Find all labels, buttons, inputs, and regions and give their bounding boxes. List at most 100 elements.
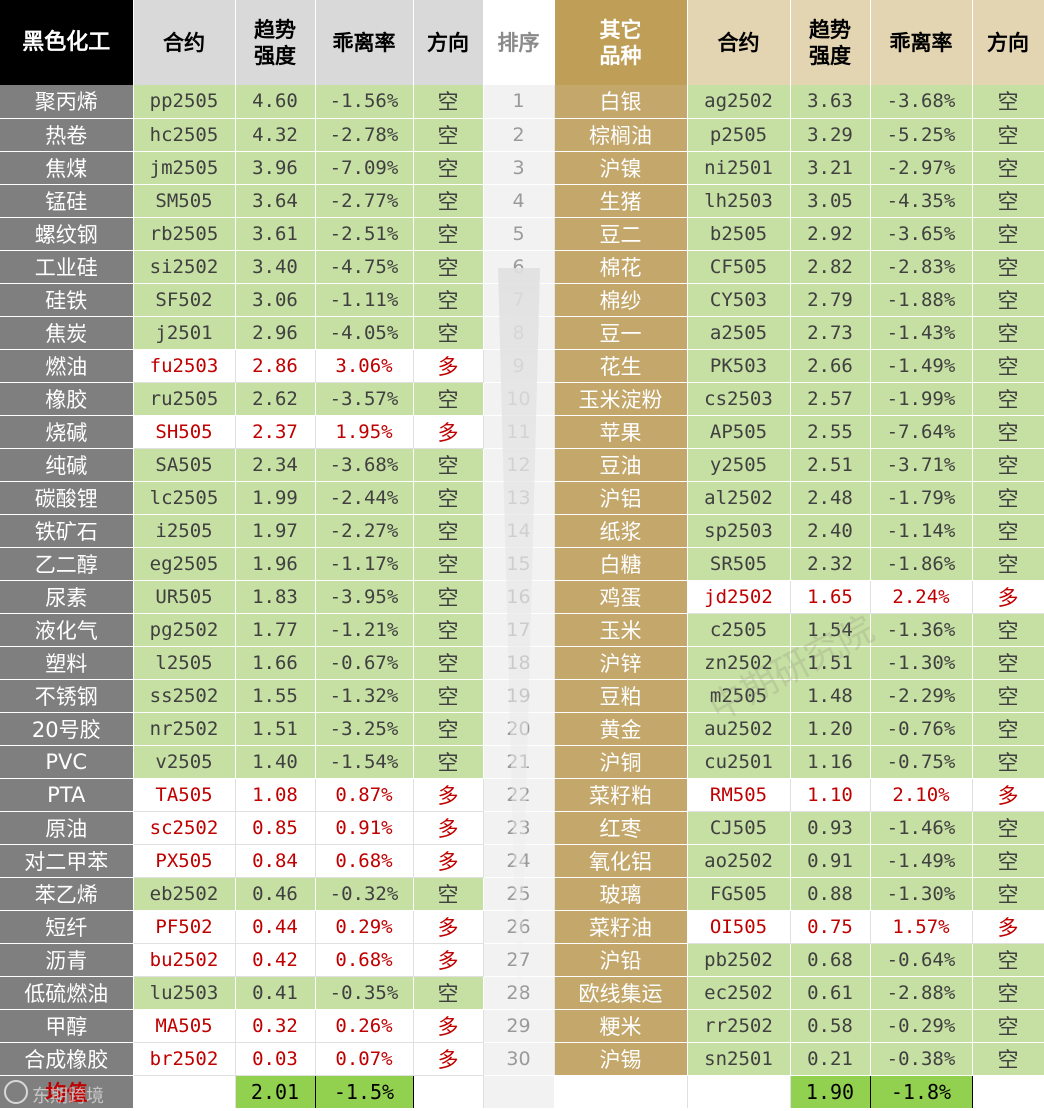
right-product-name: 氧化铝	[554, 844, 688, 878]
average-right-deviation: -1.8%	[869, 1074, 973, 1108]
right-product-name: 菜籽粕	[554, 778, 688, 812]
right-direction: 空	[972, 811, 1044, 845]
right-direction: 空	[972, 1009, 1044, 1043]
right-direction: 空	[972, 283, 1044, 317]
table-row: 热卷 hc2505 4.32 -2.78% 空 2 棕榈油 p2505 3.29 -5.25% 空	[0, 118, 1044, 152]
table-row: 燃油 fu2503 2.86 3.06% 多 9 花生 PK503 2.66 -1.49% 空	[0, 349, 1044, 383]
right-product-name: 鸡蛋	[554, 580, 688, 614]
left-contract: lu2503	[133, 976, 236, 1010]
rank-number: 5	[483, 217, 555, 251]
table-row: PTA TA505 1.08 0.87% 多 22 菜籽粕 RM505 1.10 2.10% 多	[0, 778, 1044, 812]
header-deviation-right: 乖离率	[870, 0, 973, 85]
left-contract: i2505	[133, 514, 236, 548]
left-product-name: 原油	[0, 811, 134, 845]
right-product-name: 黄金	[554, 712, 688, 746]
right-product-name: 玻璃	[554, 877, 688, 911]
right-deviation: 1.57%	[870, 910, 973, 944]
table-row: 橡胶 ru2505 2.62 -3.57% 空 10 玉米淀粉 cs2503 2.57 -1.99…	[0, 382, 1044, 416]
right-product-name: 苹果	[554, 415, 688, 449]
left-product-name: 沥青	[0, 943, 134, 977]
left-direction: 空	[413, 85, 484, 119]
left-trend-strength: 1.83	[235, 580, 316, 614]
right-deviation: -0.75%	[870, 745, 973, 779]
right-product-name: 豆一	[554, 316, 688, 350]
right-deviation: -2.83%	[870, 250, 973, 284]
left-product-name: 对二甲苯	[0, 844, 134, 878]
left-deviation: -0.35%	[315, 976, 414, 1010]
right-deviation: -1.79%	[870, 481, 973, 515]
left-trend-strength: 1.97	[235, 514, 316, 548]
rank-number: 16	[483, 580, 555, 614]
average-empty-cell	[133, 1075, 236, 1108]
right-product-name: 棕榈油	[554, 118, 688, 152]
left-product-name: 20号胶	[0, 712, 134, 746]
left-trend-strength: 1.40	[235, 745, 316, 779]
left-contract: SF502	[133, 283, 236, 317]
header-direction-right: 方向	[972, 0, 1044, 85]
rank-number: 6	[483, 250, 555, 284]
right-product-name: 沪铜	[554, 745, 688, 779]
right-deviation: -1.14%	[870, 514, 973, 548]
right-trend-strength: 0.68	[790, 943, 871, 977]
right-product-name: 菜籽油	[554, 910, 688, 944]
table-row: 20号胶 nr2502 1.51 -3.25% 空 20 黄金 au2502 1.20 -0.76…	[0, 712, 1044, 746]
left-product-name: 烧碱	[0, 415, 134, 449]
header-trend-left: 趋势 强度	[235, 0, 316, 85]
table-row: 短纤 PF502 0.44 0.29% 多 26 菜籽油 OI505 0.75 1.57% 多	[0, 910, 1044, 944]
left-contract: lc2505	[133, 481, 236, 515]
right-deviation: -0.76%	[870, 712, 973, 746]
right-contract: al2502	[687, 481, 791, 515]
left-product-name: 锰硅	[0, 184, 134, 218]
table-row: 乙二醇 eg2505 1.96 -1.17% 空 15 白糖 SR505 2.32 -1.86% 空	[0, 547, 1044, 581]
right-direction: 空	[972, 745, 1044, 779]
right-trend-strength: 2.32	[790, 547, 871, 581]
left-direction: 多	[413, 349, 484, 383]
left-direction: 空	[413, 151, 484, 185]
left-trend-strength: 0.84	[235, 844, 316, 878]
right-product-name: 豆二	[554, 217, 688, 251]
left-direction: 空	[413, 679, 484, 713]
right-trend-strength: 2.48	[790, 481, 871, 515]
right-contract: au2502	[687, 712, 791, 746]
left-deviation: -4.05%	[315, 316, 414, 350]
rank-number: 18	[483, 646, 555, 680]
right-product-name: 粳米	[554, 1009, 688, 1043]
right-direction: 多	[972, 778, 1044, 812]
left-contract: eg2505	[133, 547, 236, 581]
left-deviation: -3.95%	[315, 580, 414, 614]
rank-number: 21	[483, 745, 555, 779]
right-trend-strength: 2.66	[790, 349, 871, 383]
left-trend-strength: 2.96	[235, 316, 316, 350]
left-product-name: 聚丙烯	[0, 85, 134, 119]
table-row: 原油 sc2502 0.85 0.91% 多 23 红枣 CJ505 0.93 -1.46% 空	[0, 811, 1044, 845]
right-direction: 空	[972, 943, 1044, 977]
right-direction: 空	[972, 1042, 1044, 1076]
left-deviation: -0.32%	[315, 877, 414, 911]
left-deviation: -1.32%	[315, 679, 414, 713]
header-contract-left: 合约	[133, 0, 236, 85]
right-trend-strength: 2.92	[790, 217, 871, 251]
left-trend-strength: 2.62	[235, 382, 316, 416]
right-direction: 空	[972, 118, 1044, 152]
rank-number: 27	[483, 943, 555, 977]
table-row: 尿素 UR505 1.83 -3.95% 空 16 鸡蛋 jd2502 1.65 2.24% 多	[0, 580, 1044, 614]
right-deviation: -1.88%	[870, 283, 973, 317]
right-product-name: 白银	[554, 85, 688, 119]
left-trend-strength: 3.96	[235, 151, 316, 185]
right-direction: 空	[972, 349, 1044, 383]
right-trend-strength: 1.65	[790, 580, 871, 614]
left-deviation: -2.51%	[315, 217, 414, 251]
table-row: 合成橡胶 br2502 0.03 0.07% 多 30 沪锡 sn2501 0.21 -0.38%…	[0, 1042, 1044, 1076]
right-trend-strength: 3.21	[790, 151, 871, 185]
right-trend-strength: 1.16	[790, 745, 871, 779]
left-deviation: 3.06%	[315, 349, 414, 383]
right-contract: pb2502	[687, 943, 791, 977]
left-contract: pp2505	[133, 85, 236, 119]
left-deviation: -1.17%	[315, 547, 414, 581]
left-contract: jm2505	[133, 151, 236, 185]
right-direction: 空	[972, 382, 1044, 416]
left-trend-strength: 1.55	[235, 679, 316, 713]
left-direction: 空	[413, 283, 484, 317]
table-row: 烧碱 SH505 2.37 1.95% 多 11 苹果 AP505 2.55 -7.64% 空	[0, 415, 1044, 449]
right-product-name: 棉纱	[554, 283, 688, 317]
